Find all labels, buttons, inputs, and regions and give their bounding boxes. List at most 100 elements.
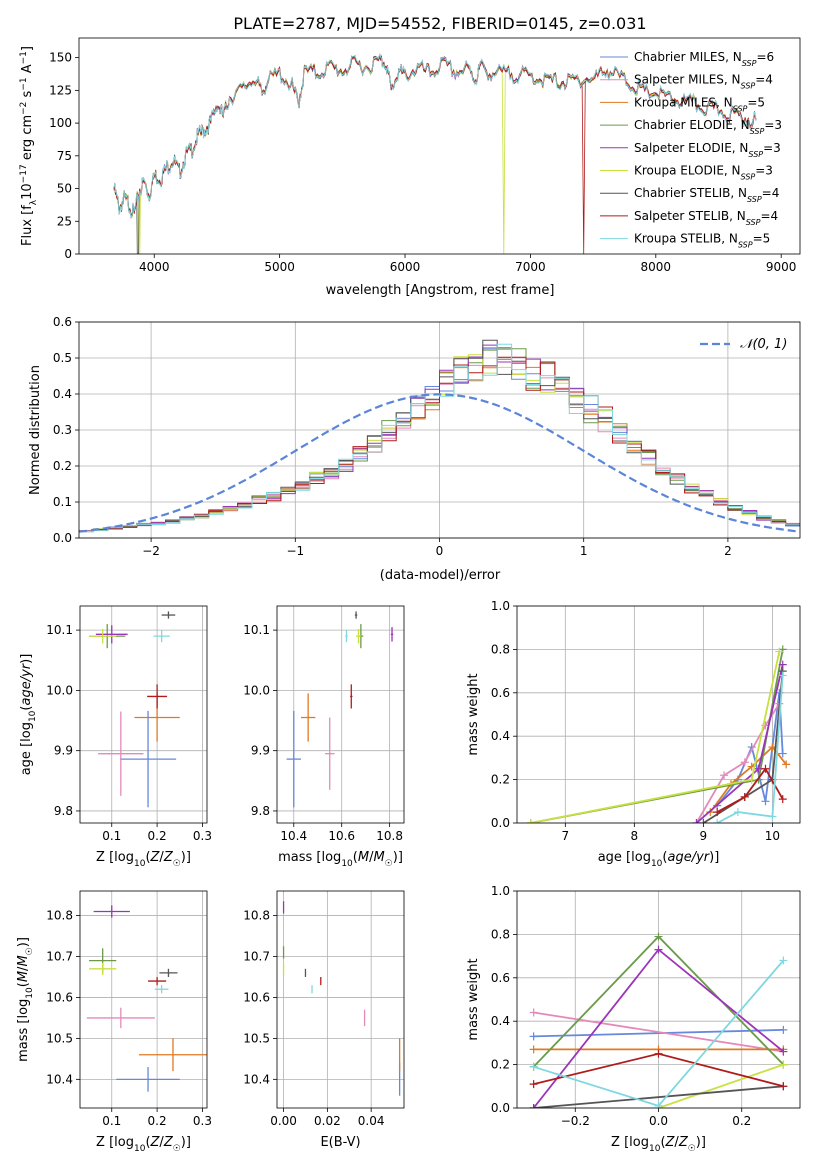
mass_vs_ebv-xtick-label: 0.00 — [270, 1114, 297, 1128]
mass_vs_Z-xtick-label: 0.3 — [193, 1114, 212, 1128]
spectrum-xlabel: wavelength [Angstrom, rest frame] — [326, 283, 555, 298]
weight_vs_age-marker-salp_stelib — [778, 795, 787, 804]
legend-label-count: =4 — [762, 186, 780, 200]
legend-label-ssp: SSP — [733, 104, 748, 113]
legend-label-count: =4 — [755, 73, 773, 87]
age_vs_Z-xtick-label: 0.3 — [193, 829, 212, 843]
mass_vs_ebv-ytick-label: 10.8 — [243, 909, 270, 923]
age_vs_mass-ytick-label: 9.8 — [251, 804, 270, 818]
weight_vs_Z-marker-krou_elodie — [779, 1060, 788, 1069]
weight_vs_Z-xlabel: Z [log10(Z/Z☉)] — [611, 1135, 706, 1154]
age_vs_Z-ylabel: age [log10(age/yr)] — [19, 654, 38, 776]
mass_vs_Z-xtick-label: 0.1 — [102, 1114, 121, 1128]
age_vs_mass-xtick-label: 10.8 — [376, 829, 403, 843]
age_vs_mass-frame — [276, 605, 405, 824]
weight_vs_age-lines — [526, 645, 791, 823]
age_vs_mass-ytick-label: 10.1 — [243, 623, 270, 637]
weight_vs_Z-marker-salp_elodie — [779, 1047, 788, 1056]
legend-label-text: Kroupa STELIB, N — [634, 232, 738, 246]
weight_vs_Z-frame — [516, 890, 801, 1109]
age_vs_Z-panel: 0.1 0.2 0.39.89.910.010.1Z [log10(Z/Z☉)]ag… — [19, 605, 212, 869]
mass_vs_Z-ytick-label: 10.8 — [46, 909, 73, 923]
spectrum-ytick-label: 150 — [49, 51, 72, 65]
weight_vs_Z-lines — [529, 932, 788, 1108]
histogram-salp_stelib — [79, 356, 800, 532]
residual_histogram-ytick-label: 0.5 — [53, 351, 72, 365]
weight_vs_Z-ytick-label: 1.0 — [491, 884, 510, 898]
weight_vs_Z-ytick-label: 0.4 — [491, 1014, 510, 1028]
normal-curve — [79, 393, 800, 533]
residual_histogram-ytick-label: 0.4 — [53, 387, 72, 401]
spectrum-xtick-label: 4000 — [139, 260, 170, 274]
age_vs_Z-xlabel-part: ☉ — [173, 859, 181, 869]
weight_vs_age-marker-salp_miles — [740, 758, 749, 767]
mass_vs_Z-frame — [79, 890, 208, 1109]
age_vs_mass-xtick-label: 10.4 — [280, 829, 307, 843]
age_vs_mass-xlabel-part: log — [321, 850, 341, 865]
age_vs_Z-ylabel-part: age [ — [19, 742, 34, 775]
weight_vs_age-marker-krou_elodie — [775, 647, 784, 656]
legend-label-chab_stelib: Chabrier STELIB, NSSP=4 — [634, 186, 779, 204]
weight_vs_age-marker-krou_stelib — [778, 671, 787, 680]
weight_vs_age-marker-chab_miles — [778, 749, 787, 758]
weight_vs_age-marker-krou_stelib — [733, 808, 742, 817]
mass_vs_ebv-xlabel: E(B-V) — [320, 1135, 360, 1150]
figure-title: PLATE=2787, MJD=54552, FIBERID=0145, z=0… — [233, 14, 646, 33]
legend-label-text: Kroupa ELODIE, N — [634, 164, 741, 178]
legend-label-text: Salpeter STELIB, N — [634, 209, 746, 223]
age_vs_Z-xlabel-part: )] — [181, 850, 191, 865]
weight_vs_age-xlabel-part: )] — [709, 850, 719, 865]
mass_vs_Z-xlabel-part: log — [114, 1135, 134, 1150]
spectrum-xtick-label: 5000 — [264, 260, 295, 274]
residual_histogram-frame — [78, 321, 801, 539]
age_vs_Z-xlabel-part: Z — [150, 850, 161, 865]
spectrum-ylabel-part: −1 — [19, 51, 29, 64]
mass_vs_Z-ylabel-part: / — [16, 966, 31, 971]
weight_vs_age-xlabel-part: ( — [662, 850, 667, 865]
spectrum-ylabel-part: ] — [20, 46, 35, 51]
legend-label-text: Kroupa MILES, N — [634, 95, 733, 109]
age_vs_Z-ylabel-part: ( — [19, 706, 34, 711]
weight_vs_age-xlabel: age [log10(age/yr)] — [598, 850, 720, 869]
age_vs_mass-xlabel-part: M — [358, 850, 369, 865]
mass_vs_Z-ylabel: mass [log10(M/M☉)] — [16, 937, 35, 1062]
residual_histogram-xtick-label: −2 — [142, 544, 160, 558]
weight_vs_Z-xlabel-part: / — [674, 1135, 679, 1150]
weight_vs_Z-marker-salp_stelib — [529, 1080, 538, 1089]
spectrum-ylabel: Flux [fλ10−17 erg cm−2 s−1 A−1] — [19, 46, 39, 246]
mass_vs_ebv-ytick-label: 10.6 — [243, 990, 270, 1004]
age_vs_Z-ylabel-part: 10 — [28, 710, 38, 722]
weight_vs_Z-xlabel-part: log — [629, 1135, 649, 1150]
mass_vs_ebv-xtick-label: 0.02 — [314, 1114, 341, 1128]
spectrum-xtick-label: 6000 — [390, 260, 421, 274]
spectrum-lines — [113, 52, 757, 254]
age_vs_Z-xtick-label: 0.1 — [102, 829, 121, 843]
mass_vs_Z-xlabel-part: Z — [163, 1135, 174, 1150]
weight_vs_age-line-salp_miles — [695, 703, 781, 823]
mass_vs_Z-ytick-label: 10.6 — [46, 990, 73, 1004]
mass_vs_Z-ylabel-part: M — [16, 955, 31, 966]
weight_vs_Z-xlabel-part: Z — [665, 1135, 676, 1150]
legend-label-ssp: SSP — [738, 240, 753, 249]
mass_vs_Z-xlabel-part: 10 — [134, 1144, 146, 1154]
legend-label-count: =6 — [756, 50, 774, 64]
spectrum-frame — [78, 37, 801, 255]
mass_vs_ebv-panel: 0.00 0.02 0.04 10.4 10.5 10.6 10.7 10.8 E(B-V) — [243, 890, 405, 1150]
mass_vs_Z-ylabel-part: 10 — [25, 987, 35, 999]
weight_vs_age-xtick-label: 7 — [561, 829, 569, 843]
legend-label-text: Chabrier ELODIE, N — [634, 118, 750, 132]
weight_vs_Z-marker-krou_stelib — [779, 956, 788, 965]
residual_histogram-xtick-label: 2 — [724, 544, 732, 558]
weight_vs_Z-line-chab_miles — [533, 1029, 784, 1038]
age_vs_mass-xlabel-part: / — [369, 850, 374, 865]
weight_vs_age-xtick-label: 8 — [631, 829, 639, 843]
spectrum-line-krou_stelib — [113, 52, 757, 219]
residual_histogram-xtick-label: −1 — [286, 544, 304, 558]
weight_vs_age-xlabel-part: 10 — [651, 859, 663, 869]
weight_vs_Z-marker-chab_miles — [529, 1032, 538, 1041]
mass_vs_Z-points — [86, 905, 207, 1092]
age_vs_Z-xlabel-part: 10 — [134, 859, 146, 869]
spectrum-ylabel-part: λ — [29, 199, 39, 205]
age_vs_mass-xlabel-part: )] — [393, 850, 403, 865]
